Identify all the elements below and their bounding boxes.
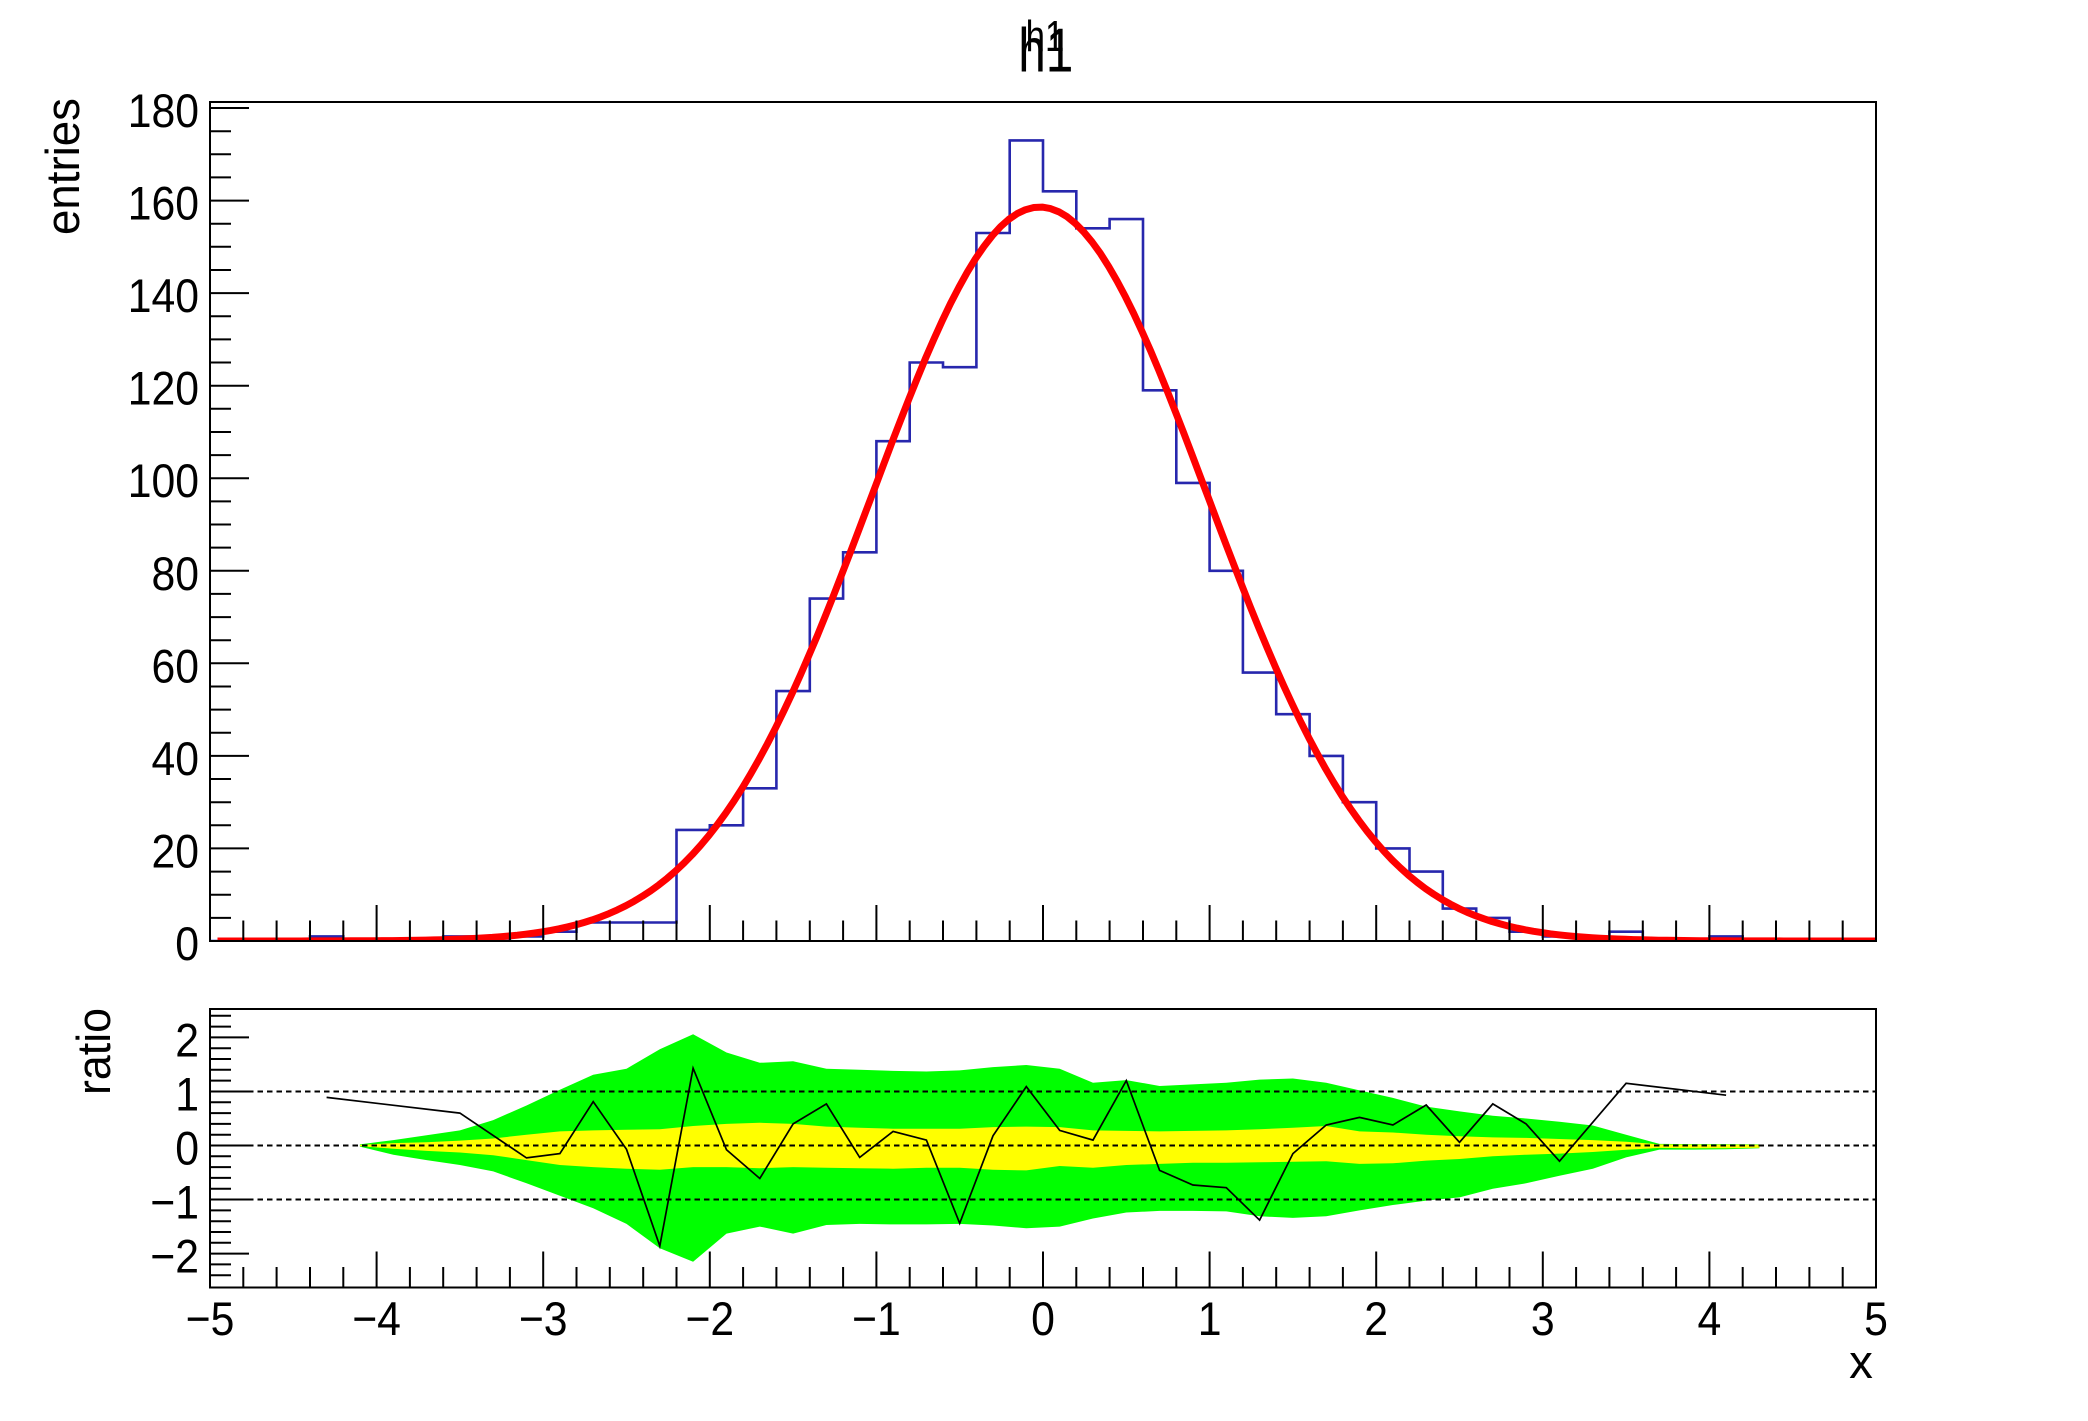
svg-text:80: 80 bbox=[152, 548, 200, 601]
svg-text:3: 3 bbox=[1531, 1293, 1555, 1346]
svg-text:1: 1 bbox=[1198, 1293, 1222, 1346]
svg-text:1: 1 bbox=[175, 1069, 199, 1122]
svg-text:0: 0 bbox=[1031, 1293, 1055, 1346]
svg-text:−2: −2 bbox=[685, 1293, 734, 1346]
svg-text:entries: entries bbox=[37, 98, 90, 235]
svg-text:−1: −1 bbox=[150, 1177, 199, 1230]
svg-text:h1: h1 bbox=[1018, 15, 1073, 85]
svg-text:180: 180 bbox=[128, 85, 199, 138]
svg-text:−5: −5 bbox=[186, 1293, 235, 1346]
svg-text:120: 120 bbox=[128, 363, 199, 416]
svg-text:ratio: ratio bbox=[68, 1008, 121, 1095]
svg-text:−1: −1 bbox=[852, 1293, 901, 1346]
svg-text:140: 140 bbox=[128, 270, 199, 323]
svg-text:−2: −2 bbox=[150, 1231, 199, 1284]
svg-text:2: 2 bbox=[175, 1014, 199, 1067]
svg-text:5: 5 bbox=[1864, 1293, 1888, 1346]
svg-text:160: 160 bbox=[128, 178, 199, 231]
svg-text:100: 100 bbox=[128, 455, 199, 508]
svg-text:4: 4 bbox=[1698, 1293, 1722, 1346]
svg-text:0: 0 bbox=[175, 1123, 199, 1176]
svg-text:60: 60 bbox=[152, 640, 200, 693]
svg-text:−4: −4 bbox=[352, 1293, 401, 1346]
svg-text:x: x bbox=[1849, 1336, 1873, 1389]
svg-text:20: 20 bbox=[152, 825, 200, 878]
svg-text:40: 40 bbox=[152, 733, 200, 786]
svg-text:0: 0 bbox=[175, 918, 199, 971]
svg-text:h1: h1 bbox=[1026, 12, 1065, 61]
svg-text:2: 2 bbox=[1364, 1293, 1388, 1346]
svg-text:−3: −3 bbox=[519, 1293, 568, 1346]
